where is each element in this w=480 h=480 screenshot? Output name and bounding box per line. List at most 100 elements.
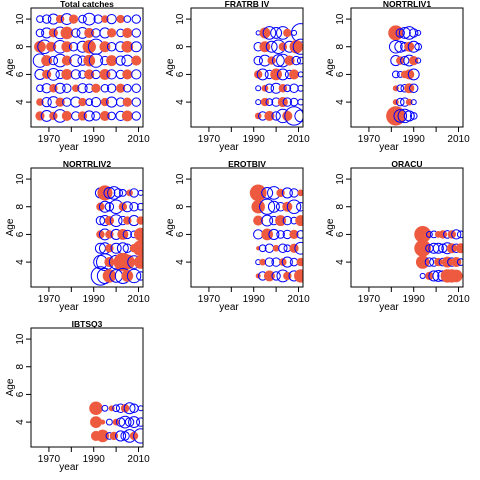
bubble-negative — [295, 215, 303, 227]
x-tick-label: 2010 — [447, 294, 470, 305]
bubble-positive — [122, 229, 133, 240]
bubble-positive — [297, 71, 303, 78]
bubble-negative — [297, 189, 303, 197]
bubble-positive — [48, 55, 59, 66]
bubble-positive — [113, 188, 124, 198]
bubble-positive — [131, 14, 141, 24]
bubble-positive — [118, 189, 127, 197]
plot-frame — [350, 7, 464, 128]
x-tick-label: 2010 — [287, 134, 310, 145]
bubble-positive — [294, 241, 303, 255]
bubble-negative — [404, 41, 415, 52]
bubble-positive — [264, 83, 275, 93]
x-tick-label: 2010 — [447, 134, 470, 145]
y-tick-label: 6 — [335, 231, 346, 237]
x-tick-label: 1970 — [358, 134, 381, 145]
bubble-positive — [71, 28, 81, 38]
y-tick-label: 10 — [15, 13, 26, 25]
bubble-positive — [400, 55, 410, 66]
panel-7: 1970 1990 2010 4 6 8 10 year Age IBTSQ3 — [5, 319, 150, 473]
bubble-negative — [294, 269, 303, 283]
bubble-negative — [409, 55, 419, 66]
bubble-negative — [68, 14, 79, 24]
bubble-positive — [428, 270, 440, 282]
bubble-negative — [118, 202, 128, 211]
bubble-positive — [395, 28, 405, 38]
panel-3: 1970 1990 2010 4 6 8 10 year Age NORTRLIV1 — [325, 0, 470, 153]
y-tick-label: 6 — [175, 71, 186, 77]
bubble-positive — [424, 257, 435, 267]
bubble-positive — [389, 39, 403, 54]
bubble-positive — [396, 97, 405, 107]
bubble-positive — [131, 69, 142, 80]
bubble-negative — [249, 184, 267, 202]
bubble-positive — [297, 84, 303, 92]
bubble-positive — [283, 84, 292, 93]
bubble-positive — [281, 256, 293, 268]
bubble-negative — [267, 56, 276, 65]
panel-title: ORACU — [391, 159, 422, 169]
bubble-negative — [296, 257, 303, 267]
bubble-positive — [456, 258, 463, 266]
bubble-negative — [84, 27, 95, 38]
bubble-positive — [103, 186, 116, 199]
bubble-positive — [268, 228, 280, 240]
bubble-negative — [96, 202, 105, 211]
bubble-positive — [276, 230, 285, 239]
bubble-negative — [392, 99, 399, 106]
bubble-positive — [128, 416, 140, 429]
bubble-positive — [271, 111, 281, 121]
x-tick-label: 1970 — [198, 134, 221, 145]
bubble-positive — [137, 189, 143, 196]
bubble-layer — [89, 401, 143, 444]
bubble-positive — [77, 83, 88, 94]
bubble-negative — [60, 26, 74, 40]
bubble-negative — [278, 42, 288, 51]
bubble-positive — [106, 13, 117, 25]
bubble-positive — [123, 83, 132, 93]
plot-frame — [190, 167, 304, 288]
y-tick-label: 8 — [335, 44, 346, 50]
bubble-positive — [41, 96, 52, 108]
bubble-positive — [90, 96, 102, 108]
bubble-positive — [265, 98, 274, 106]
bubble-positive — [101, 404, 109, 412]
bubble-negative — [259, 258, 267, 266]
bubble-positive — [83, 110, 95, 122]
y-tick-label: 8 — [15, 204, 26, 210]
bubble-negative — [42, 69, 52, 80]
bubble-negative — [415, 255, 430, 269]
panel-4: 1970 1990 2010 4 6 8 10 year Age NORTRLIV2 — [5, 159, 150, 313]
bubble-positive — [133, 428, 143, 444]
bubble-negative — [254, 70, 263, 79]
x-axis-label: year — [59, 462, 79, 473]
bubble-positive — [255, 99, 262, 106]
bubble-positive — [425, 230, 433, 238]
bubble-positive — [124, 417, 135, 427]
x-axis-label: year — [379, 302, 399, 313]
bubble-positive — [136, 271, 143, 281]
bubble-positive — [121, 201, 133, 213]
bubble-positive — [270, 26, 283, 39]
bubble-positive — [98, 200, 111, 213]
bubble-positive — [253, 55, 263, 66]
bubble-positive — [282, 215, 293, 226]
bubble-negative — [61, 110, 72, 121]
x-tick-label: 2010 — [127, 454, 150, 465]
bubble-positive — [294, 109, 303, 123]
bubble-negative — [122, 97, 132, 107]
bubble-negative — [96, 230, 105, 239]
bubble-positive — [115, 55, 126, 66]
y-tick-label: 10 — [175, 173, 186, 185]
bubble-negative — [253, 215, 264, 226]
bubble-negative — [55, 14, 65, 24]
panel-title: Total catches — [60, 0, 114, 9]
y-tick-label: 4 — [15, 419, 26, 425]
bubble-positive — [397, 108, 412, 124]
x-tick-label: 1970 — [38, 294, 61, 305]
bubble-positive — [36, 84, 44, 93]
bubble-negative — [405, 98, 413, 106]
bubble-positive — [126, 268, 142, 284]
bubble-positive — [259, 198, 276, 215]
bubble-positive — [291, 55, 301, 66]
